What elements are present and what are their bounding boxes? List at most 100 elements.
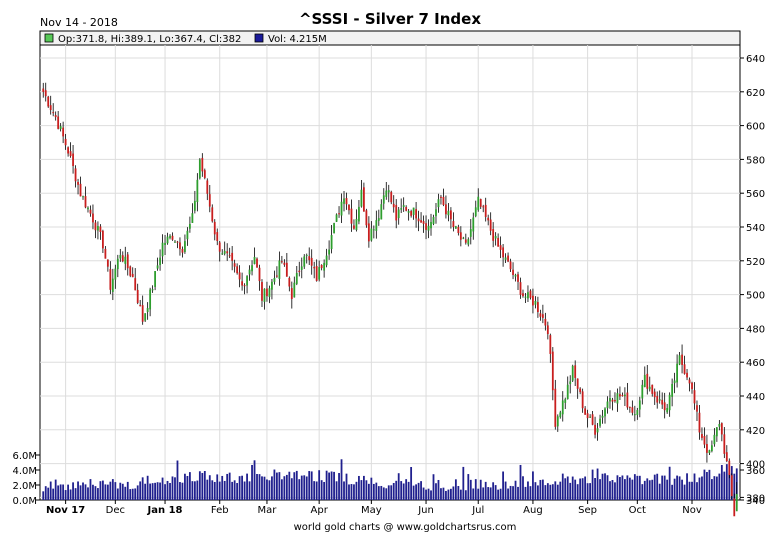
candle-body bbox=[226, 251, 229, 254]
candle-body bbox=[141, 305, 144, 322]
volume-bar bbox=[303, 475, 306, 500]
candle-body bbox=[517, 274, 519, 282]
candle-body bbox=[375, 220, 378, 231]
candle-body bbox=[280, 261, 283, 263]
candle-body bbox=[328, 249, 330, 255]
volume-bar bbox=[725, 464, 728, 500]
volume-bar bbox=[467, 474, 470, 500]
legend-vol-text: Vol: 4.215M bbox=[268, 34, 327, 45]
candle-body bbox=[432, 216, 435, 224]
volume-bar bbox=[656, 473, 659, 500]
volume-bar bbox=[626, 475, 629, 500]
volume-bar bbox=[196, 480, 199, 500]
candle-body bbox=[87, 207, 89, 210]
volume-bar bbox=[718, 473, 721, 500]
volume-bar bbox=[633, 474, 636, 500]
volume-bar bbox=[698, 477, 701, 500]
candle-body bbox=[621, 395, 624, 397]
volume-bar bbox=[715, 476, 718, 500]
volume-bar bbox=[624, 479, 626, 500]
volume-bar bbox=[124, 486, 127, 500]
volume-bar bbox=[673, 478, 676, 500]
volume-bar bbox=[64, 490, 67, 500]
candle-body bbox=[728, 460, 731, 476]
time-tick-label: Oct bbox=[629, 505, 646, 516]
candle-body bbox=[701, 434, 703, 438]
volume-bar bbox=[243, 481, 246, 500]
candle-body bbox=[196, 179, 199, 203]
candle-body bbox=[584, 408, 587, 415]
candle-body bbox=[218, 242, 221, 252]
volume-bar bbox=[109, 481, 112, 500]
volume-bar bbox=[658, 483, 661, 500]
volume-bar bbox=[104, 484, 107, 500]
candle-body bbox=[293, 282, 296, 298]
volume-bar bbox=[313, 481, 316, 500]
volume-bar bbox=[258, 474, 261, 500]
candle-body bbox=[641, 384, 644, 399]
volume-bar bbox=[415, 484, 417, 500]
candle-body bbox=[221, 253, 224, 255]
candle-body bbox=[497, 237, 500, 247]
volume-bar bbox=[683, 484, 686, 500]
volume-bar bbox=[246, 473, 248, 500]
volume-bar bbox=[136, 485, 139, 500]
volume-bar bbox=[407, 481, 410, 500]
candle-body bbox=[519, 282, 522, 295]
volume-bar bbox=[358, 475, 360, 500]
legend-ohlc-swatch bbox=[44, 33, 54, 43]
candle-body bbox=[733, 498, 736, 517]
volume-bar bbox=[688, 481, 691, 500]
candle-body bbox=[452, 221, 455, 228]
candle-body bbox=[330, 235, 333, 250]
volume-bar bbox=[263, 476, 266, 500]
candle-body bbox=[129, 266, 132, 276]
volume-bar bbox=[666, 479, 669, 500]
chart-date: Nov 14 - 2018 bbox=[40, 16, 118, 29]
candle-body bbox=[527, 292, 529, 299]
candle-body bbox=[626, 392, 629, 408]
candle-body bbox=[502, 247, 504, 258]
candle-body bbox=[706, 444, 708, 453]
candle-body bbox=[243, 285, 246, 287]
candle-body bbox=[288, 277, 291, 287]
candle-body bbox=[345, 198, 348, 205]
volume-bar bbox=[437, 479, 440, 500]
candle-body bbox=[154, 271, 156, 287]
volume-bar bbox=[696, 482, 698, 500]
volume-bar bbox=[300, 475, 303, 500]
volume-bar bbox=[266, 479, 268, 500]
candle-body bbox=[380, 204, 383, 220]
candle-body bbox=[551, 351, 554, 391]
candle-body bbox=[283, 262, 286, 265]
candle-body bbox=[116, 258, 119, 270]
volume-bar bbox=[330, 471, 333, 500]
volume-bar bbox=[561, 473, 564, 500]
candle-body bbox=[251, 265, 253, 272]
volume-bar bbox=[397, 473, 400, 500]
candle-body bbox=[571, 365, 574, 381]
volume-bar bbox=[201, 472, 204, 500]
volume-bar bbox=[251, 464, 253, 500]
volume-bar bbox=[609, 481, 611, 500]
volume-bar bbox=[628, 477, 631, 500]
candle-body bbox=[104, 248, 107, 259]
candle-body bbox=[285, 262, 288, 277]
time-tick-label: Jun bbox=[417, 505, 434, 516]
candle-body bbox=[315, 266, 318, 281]
volume-bar bbox=[345, 473, 348, 500]
candle-body bbox=[412, 207, 415, 215]
candle-body bbox=[653, 391, 656, 398]
candle-body bbox=[159, 257, 161, 266]
candle-body bbox=[711, 445, 713, 452]
volume-bar bbox=[405, 479, 408, 500]
candle-body bbox=[509, 261, 512, 270]
candle-body bbox=[305, 254, 308, 256]
candle-body bbox=[300, 266, 303, 270]
volume-bar bbox=[454, 479, 457, 500]
volume-bar bbox=[574, 479, 577, 500]
candle-body bbox=[606, 401, 609, 409]
volume-bar bbox=[537, 485, 539, 500]
candle-body bbox=[586, 413, 589, 419]
candle-body bbox=[484, 204, 487, 217]
